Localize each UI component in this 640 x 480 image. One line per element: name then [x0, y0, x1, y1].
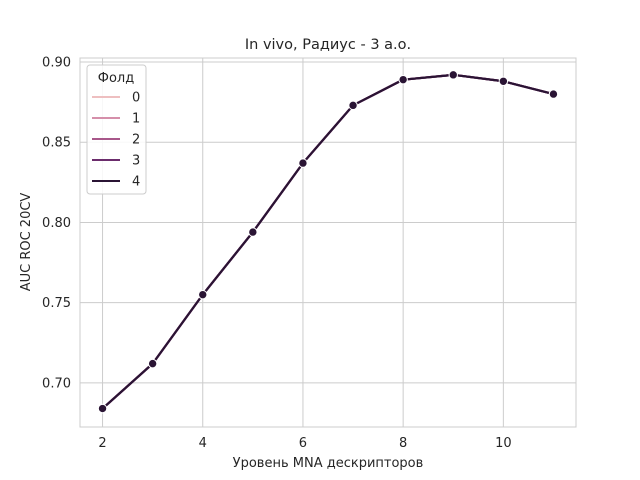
series-1 — [97, 70, 559, 414]
legend-label: 0 — [132, 91, 140, 106]
series-4 — [97, 70, 559, 414]
x-tick-label: 10 — [495, 436, 512, 451]
x-tick-label: 4 — [199, 436, 207, 451]
x-axis-label: Уровень MNA дескрипторов — [233, 456, 424, 471]
y-tick-label: 0.90 — [42, 56, 71, 71]
y-tick-label: 0.70 — [42, 376, 71, 391]
series-3 — [97, 70, 559, 414]
y-tick-label: 0.80 — [42, 216, 71, 231]
data-point — [548, 89, 559, 99]
y-tick-label: 0.75 — [42, 296, 71, 311]
legend-label: 1 — [132, 112, 140, 127]
x-tick-labels: 2 4 6 8 10 — [98, 436, 511, 451]
plot-frame — [79, 57, 577, 428]
data-point — [298, 158, 308, 168]
data-point — [198, 289, 208, 300]
chart-title: In vivo, Радиус - 3 а.о. — [245, 37, 411, 53]
legend-label: 2 — [132, 133, 140, 148]
series-layer — [97, 70, 559, 414]
data-point — [248, 227, 258, 237]
series-line — [101, 73, 554, 410]
series-0 — [97, 70, 559, 414]
x-tick-label: 2 — [98, 436, 106, 451]
series-line — [101, 73, 554, 410]
series-line — [101, 73, 554, 410]
series-line — [101, 73, 554, 410]
legend: Фолд 0 1 2 3 4 — [86, 64, 147, 195]
y-tick-label: 0.85 — [42, 136, 71, 151]
y-axis-label: AUC ROC 20CV — [19, 193, 34, 292]
series-2 — [97, 70, 559, 414]
data-point — [147, 358, 158, 369]
data-point — [448, 70, 458, 80]
legend-label: 4 — [132, 175, 140, 190]
x-tick-label: 6 — [299, 436, 307, 451]
legend-title: Фолд — [98, 71, 134, 86]
data-point — [97, 403, 108, 414]
data-point — [498, 76, 509, 86]
y-tick-labels: 0.70 0.75 0.80 0.85 0.90 — [42, 56, 71, 392]
legend-label: 3 — [132, 154, 140, 169]
data-point — [348, 100, 358, 111]
grid — [80, 58, 576, 427]
series-line — [101, 73, 554, 410]
data-point — [398, 74, 408, 85]
x-tick-label: 8 — [399, 436, 407, 451]
